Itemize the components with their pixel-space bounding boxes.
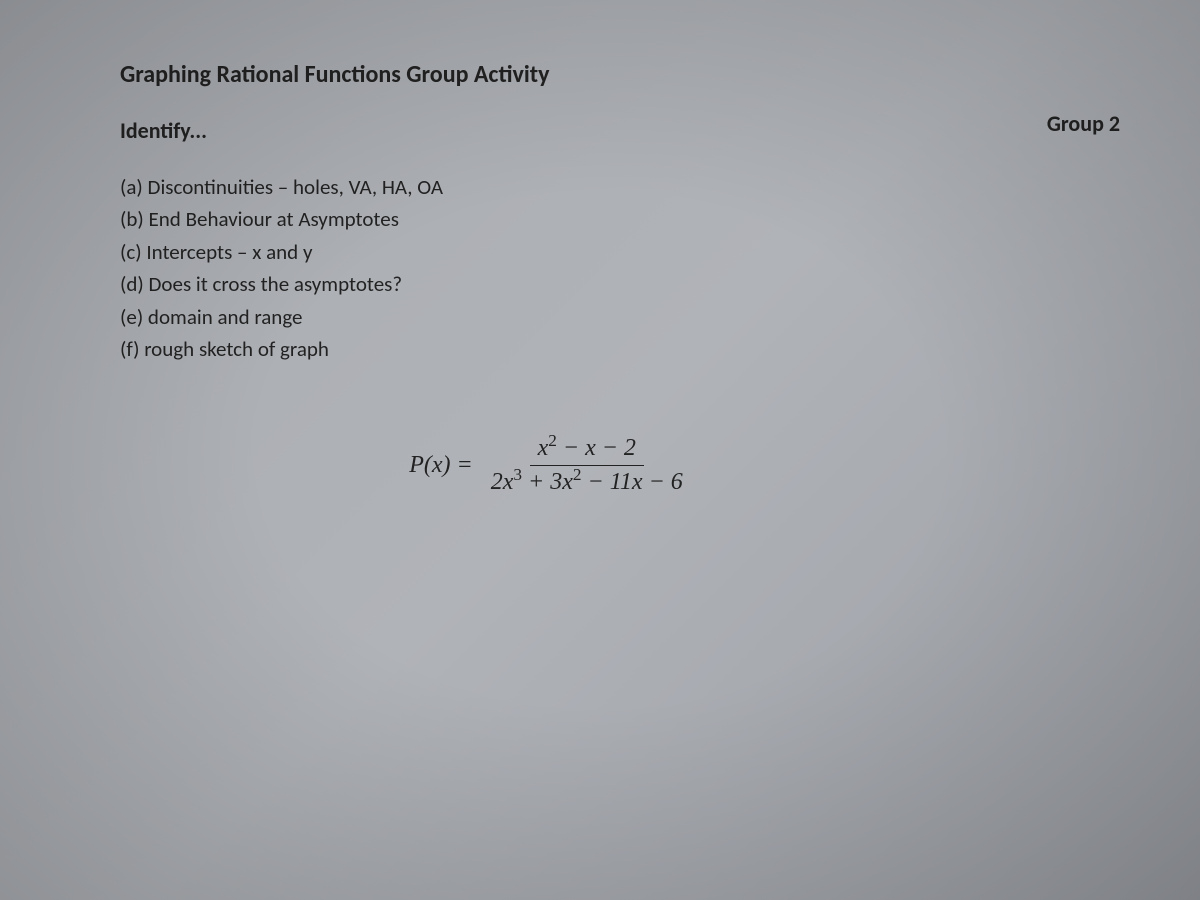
numerator: x2 − x − 2 — [530, 435, 644, 466]
group-label: Group 2 — [1047, 110, 1120, 137]
instruction-item: (a) Discontinuities – holes, VA, HA, OA — [120, 172, 1100, 202]
rational-function-equation: P(x) = x2 − x − 2 2x3 + 3x2 − 11x − 6 — [409, 435, 691, 496]
equation-container: P(x) = x2 − x − 2 2x3 + 3x2 − 11x − 6 — [120, 435, 1100, 496]
function-label: P(x) = — [409, 452, 473, 479]
subtitle: Identify... — [120, 117, 1100, 144]
instruction-item: (e) domain and range — [120, 302, 1100, 332]
worksheet-page: Graphing Rational Functions Group Activi… — [0, 0, 1200, 556]
instruction-item: (c) Intercepts – x and y — [120, 237, 1100, 267]
instruction-item: (b) End Behaviour at Asymptotes — [120, 204, 1100, 234]
denominator: 2x3 + 3x2 − 11x − 6 — [483, 466, 691, 496]
fraction: x2 − x − 2 2x3 + 3x2 − 11x − 6 — [483, 435, 691, 496]
instruction-item: (f) rough sketch of graph — [120, 334, 1100, 364]
instructions-list: (a) Discontinuities – holes, VA, HA, OA … — [120, 172, 1100, 365]
page-title: Graphing Rational Functions Group Activi… — [120, 60, 1100, 89]
instruction-item: (d) Does it cross the asymptotes? — [120, 269, 1100, 299]
